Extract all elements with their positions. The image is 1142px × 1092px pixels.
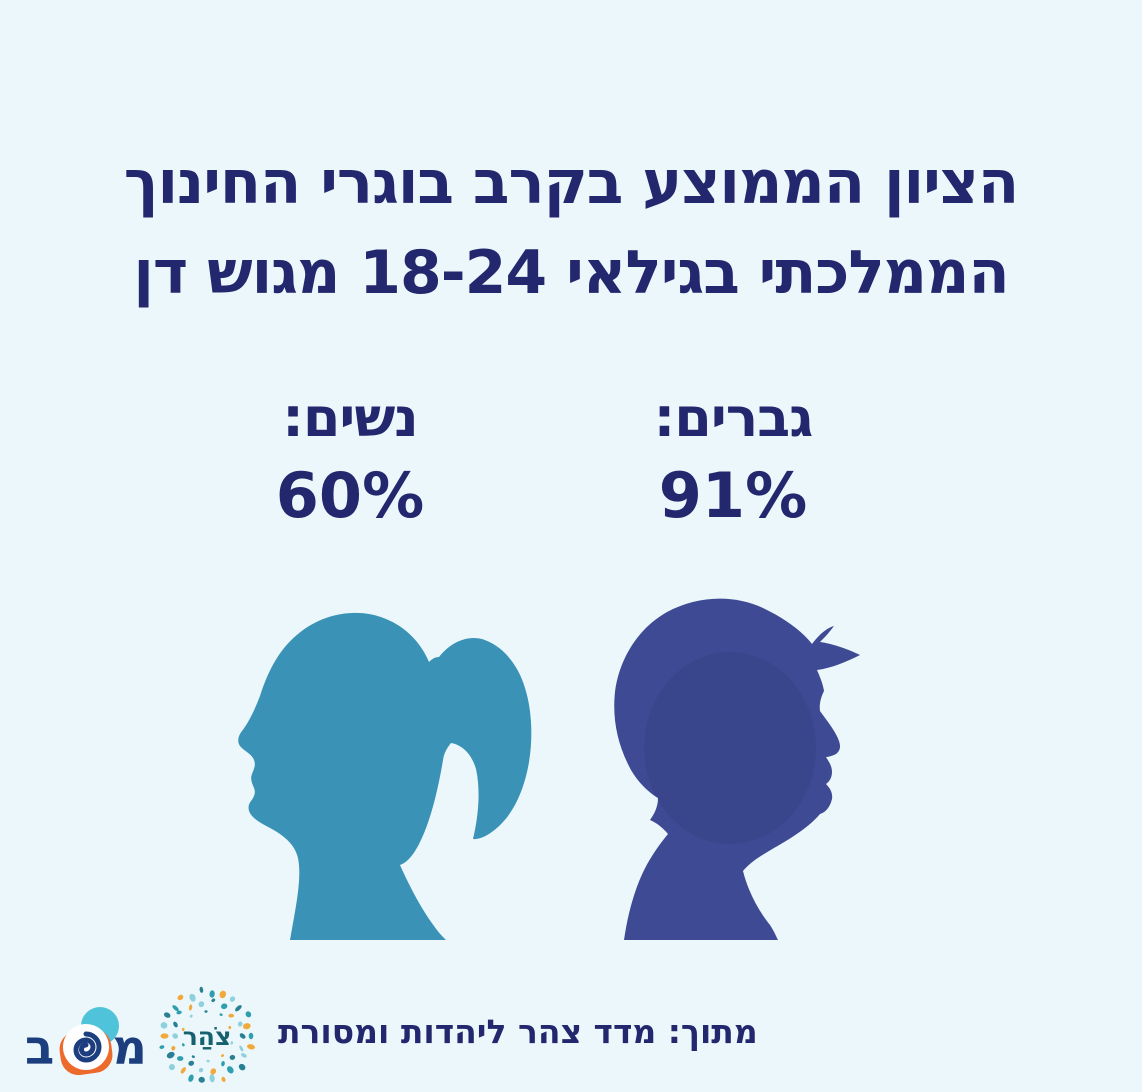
mashav-letter-mem: מ xyxy=(112,1020,147,1076)
female-silhouette-icon xyxy=(238,612,532,940)
page-title-line2: הממלכתי בגילאי 18-24 מגוש דן xyxy=(133,238,1009,308)
tzohar-logo-text: צֹהַר xyxy=(183,1022,232,1051)
tzohar-ring-decoration xyxy=(159,986,255,1083)
stat-column-men: גברים: 91% xyxy=(583,388,883,527)
mashav-letter-bet: ב xyxy=(25,1020,54,1076)
page-title-line1: הציון הממוצע בקרב בוגרי החינוך xyxy=(123,148,1019,218)
source-text: מתוך: מדד צהר ליהדות ומסורת xyxy=(278,1012,758,1051)
male-silhouette-icon xyxy=(614,598,860,940)
stat-column-women: נשים: 60% xyxy=(200,388,500,527)
female-silhouette-shape xyxy=(238,612,532,940)
male-silhouette-face-shade xyxy=(644,652,816,844)
male-silhouette-shape xyxy=(614,598,860,940)
tzohar-logo: צֹהַר xyxy=(159,986,255,1083)
men-value: 91% xyxy=(658,459,808,533)
men-label: גברים: xyxy=(653,386,814,449)
mashav-spiral-icon xyxy=(73,1031,102,1063)
mashav-logo: מ ב xyxy=(25,1007,147,1076)
women-label: נשים: xyxy=(282,386,419,449)
women-value: 60% xyxy=(275,459,425,533)
page-title: הציון הממוצע בקרב בוגרי החינוך הממלכתי ב… xyxy=(0,138,1142,318)
